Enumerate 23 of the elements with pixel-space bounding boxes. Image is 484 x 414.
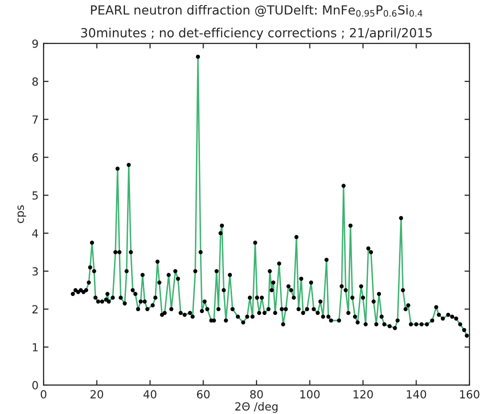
y-tick-label: 0 bbox=[32, 380, 38, 390]
y-tick-label: 6 bbox=[32, 153, 38, 162]
x-tick-label: 0 bbox=[40, 390, 46, 398]
x-tick-label: 120 bbox=[354, 390, 373, 398]
y-tick-label: 3 bbox=[32, 267, 38, 276]
y-tick-label: 1 bbox=[32, 343, 38, 352]
x-axis-title: 2Θ /deg bbox=[235, 402, 278, 413]
x-tick-label: 20 bbox=[90, 390, 104, 398]
chart-title: PEARL neutron diffraction @TUDelft: MnFe$_{0.95}$P$_{0.6}$Si$_{0.4}$ bbox=[91, 4, 422, 17]
y-tick-label: 5 bbox=[32, 191, 38, 200]
y-axis-title: cps bbox=[18, 205, 26, 224]
y-tick-label: 2 bbox=[32, 305, 38, 314]
y-tick-label: 7 bbox=[32, 115, 38, 124]
x-tick-label: 160 bbox=[460, 390, 480, 398]
y-tick-label: 4 bbox=[32, 229, 38, 238]
y-tick-label: 9 bbox=[32, 39, 38, 48]
x-tick-label: 100 bbox=[300, 390, 320, 398]
x-tick-label: 60 bbox=[196, 390, 210, 398]
y-tick-label: 8 bbox=[32, 77, 38, 86]
x-tick-label: 140 bbox=[406, 390, 426, 398]
x-tick-label: 80 bbox=[250, 390, 263, 398]
chart-subtitle: 30minutes ; no det-efficiency corrections ; 21/april/2015 bbox=[81, 28, 432, 40]
x-tick-label: 40 bbox=[144, 390, 156, 398]
